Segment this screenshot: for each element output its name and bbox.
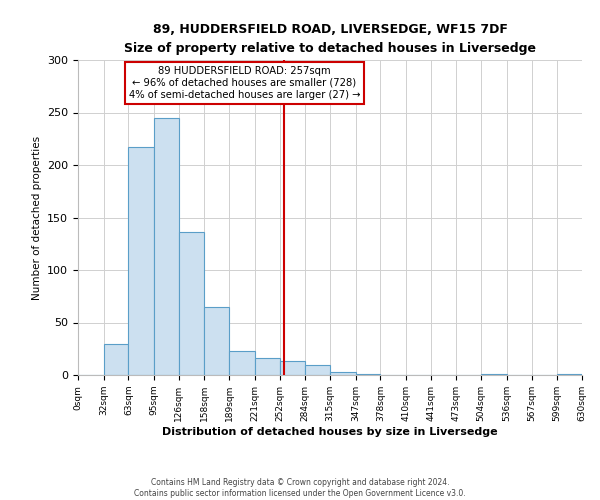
Bar (104, 344, 128, 375)
Title: 89, HUDDERSFIELD ROAD, LIVERSEDGE, WF15 7DF
Size of property relative to detache: 89, HUDDERSFIELD ROAD, LIVERSEDGE, WF15 … (124, 22, 536, 54)
Bar (280, 362, 305, 375)
Bar (305, 364, 330, 375)
Bar (557, 374, 582, 375)
Bar (179, 232, 205, 375)
X-axis label: Distribution of detached houses by size in Liversedge: Distribution of detached houses by size … (162, 426, 498, 436)
Bar (255, 358, 280, 375)
Bar (205, 306, 229, 375)
Bar (481, 374, 507, 375)
Bar (229, 351, 255, 375)
Bar (330, 372, 356, 375)
Text: Contains HM Land Registry data © Crown copyright and database right 2024.
Contai: Contains HM Land Registry data © Crown c… (134, 478, 466, 498)
Bar (154, 118, 179, 375)
Bar (128, 147, 154, 375)
Text: 89 HUDDERSFIELD ROAD: 257sqm
← 96% of detached houses are smaller (728)
4% of se: 89 HUDDERSFIELD ROAD: 257sqm ← 96% of de… (128, 66, 360, 100)
Y-axis label: Number of detached properties: Number of detached properties (32, 136, 41, 300)
Bar (356, 374, 380, 375)
